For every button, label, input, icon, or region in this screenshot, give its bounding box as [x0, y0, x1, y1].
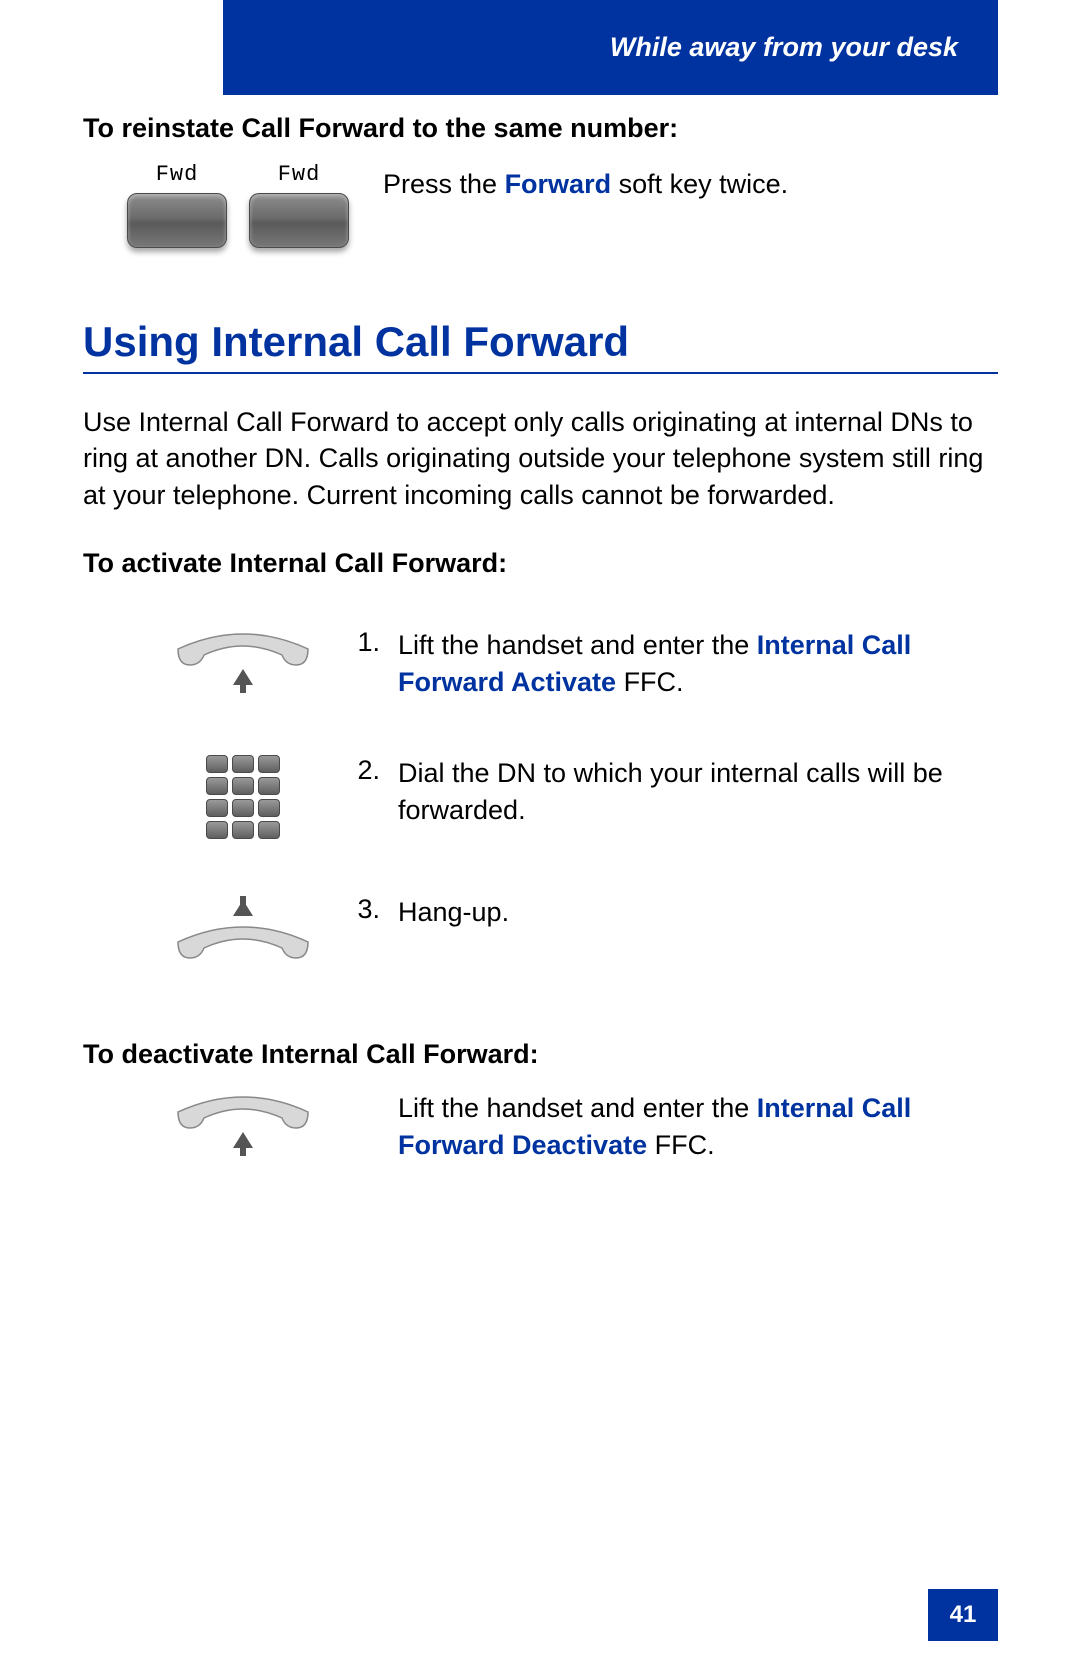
- step-text-2: Dial the DN to which your internal calls…: [398, 755, 998, 828]
- section-intro: Use Internal Call Forward to accept only…: [83, 404, 998, 513]
- step-text-3: Hang-up.: [398, 894, 998, 930]
- step3-pre: Hang-up.: [398, 897, 509, 927]
- softkey-fwd-1: Fwd: [127, 162, 227, 248]
- softkey-fwd-2: Fwd: [249, 162, 349, 248]
- header-title: While away from your desk: [610, 32, 958, 63]
- deactivate-row: Lift the handset and enter the Internal …: [83, 1090, 998, 1163]
- deact-pre: Lift the handset and enter the: [398, 1093, 757, 1123]
- step-row-3: 3. Hang-up.: [83, 894, 998, 964]
- page-content: To reinstate Call Forward to the same nu…: [83, 113, 998, 1218]
- step-num-2: 2.: [343, 755, 398, 786]
- step-text-1: Lift the handset and enter the Internal …: [398, 627, 998, 700]
- page-number: 41: [928, 1589, 998, 1641]
- softkey-button-icon: [249, 193, 349, 248]
- softkey-label-2: Fwd: [278, 162, 321, 187]
- deactivate-text: Lift the handset and enter the Internal …: [398, 1090, 998, 1163]
- softkey-group: Fwd Fwd: [117, 162, 349, 248]
- reinstate-row: Fwd Fwd Press the Forward soft key twice…: [83, 162, 998, 248]
- reinstate-instruction: Press the Forward soft key twice.: [383, 162, 998, 202]
- reinstate-pre: Press the: [383, 169, 505, 199]
- step-num-1: 1.: [343, 627, 398, 658]
- reinstate-bold: Forward: [505, 169, 612, 199]
- deactivate-heading: To deactivate Internal Call Forward:: [83, 1039, 998, 1070]
- keypad-grid: [206, 755, 280, 839]
- step-row-2: 2. Dial the DN to which your internal ca…: [83, 755, 998, 839]
- section-title: Using Internal Call Forward: [83, 318, 998, 374]
- header-bar: While away from your desk: [223, 0, 998, 95]
- reinstate-heading: To reinstate Call Forward to the same nu…: [83, 113, 998, 144]
- handset-down-icon: [83, 894, 343, 964]
- step1-pre: Lift the handset and enter the: [398, 630, 757, 660]
- step1-post: FFC.: [616, 667, 684, 697]
- step2-pre: Dial the DN to which your internal calls…: [398, 758, 943, 824]
- handset-lift-icon-2: [83, 1090, 343, 1160]
- step-num-3: 3.: [343, 894, 398, 925]
- reinstate-post: soft key twice.: [611, 169, 788, 199]
- handset-lift-icon: [83, 627, 343, 697]
- step-row-1: 1. Lift the handset and enter the Intern…: [83, 627, 998, 700]
- activate-heading: To activate Internal Call Forward:: [83, 548, 998, 579]
- deact-post: FFC.: [647, 1130, 715, 1160]
- softkey-label-1: Fwd: [156, 162, 199, 187]
- softkey-button-icon: [127, 193, 227, 248]
- keypad-icon: [83, 755, 343, 839]
- softkey-group-col: Fwd Fwd: [83, 162, 383, 248]
